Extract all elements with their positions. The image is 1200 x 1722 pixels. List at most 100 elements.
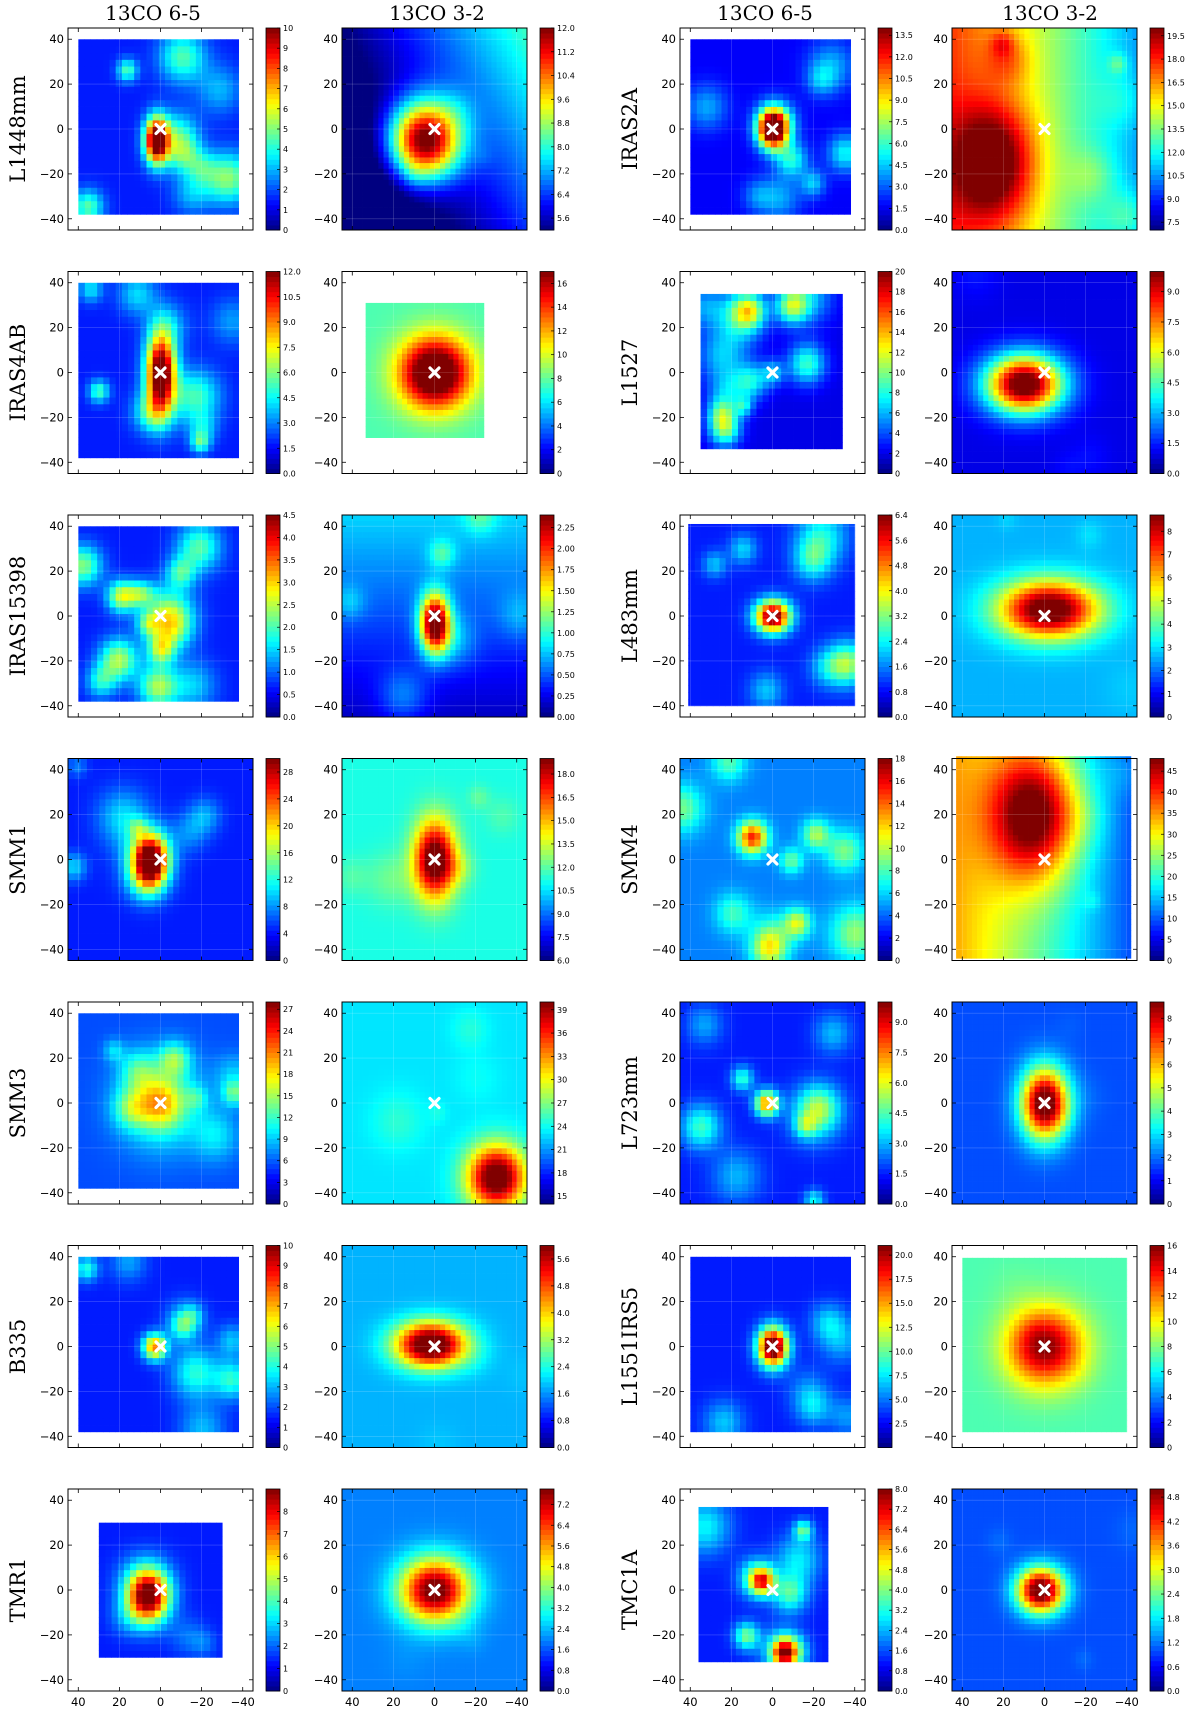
- colorbar-tick-label: 4: [283, 1597, 288, 1606]
- x-tick-label: 40: [345, 1695, 360, 1709]
- colorbar-tick-label: 0.25: [557, 692, 575, 701]
- colorbar-tick-label: 0.8: [557, 1417, 570, 1426]
- colorbar-tick-label: 18: [557, 1169, 567, 1178]
- colorbar-tick-label: 6: [557, 398, 562, 407]
- y-tick-label: 0: [669, 1340, 676, 1354]
- colorbar-tick-label: 7.5: [283, 343, 296, 352]
- y-tick-label: 40: [933, 1250, 948, 1264]
- colorbar-tick-label: 2.0: [283, 623, 296, 632]
- y-tick-label: 20: [933, 564, 948, 578]
- colorbar-tick-label: 7.5: [557, 933, 570, 942]
- colorbar-tick-label: 1.6: [895, 663, 908, 672]
- source-label: L1448mm: [6, 75, 30, 182]
- y-tick-label: −40: [652, 942, 676, 956]
- colorbar-tick-label: 0: [1167, 713, 1172, 722]
- colorbar-tick-label: 18.0: [557, 770, 575, 779]
- panel-iras2a-13co65: −40−2002040IRAS2A0.01.53.04.56.07.59.010…: [618, 28, 913, 235]
- colorbar-tick-label: 6.4: [895, 511, 908, 520]
- colorbar-tick-label: 8: [283, 1507, 288, 1516]
- y-tick-label: −20: [652, 1384, 676, 1398]
- y-tick-label: −20: [314, 410, 338, 424]
- colorbar-tick-label: 9.0: [895, 1018, 908, 1027]
- colorbar-tick-label: 10: [1167, 1317, 1177, 1326]
- y-tick-label: −40: [652, 1673, 676, 1687]
- colorbar: 0.00.81.62.43.24.04.85.66.4: [878, 511, 908, 722]
- colorbar-tick-label: 1.6: [557, 1390, 570, 1399]
- source-label: L483mm: [618, 569, 642, 663]
- source-label: L1551IRS5: [618, 1287, 642, 1406]
- y-tick-label: 40: [933, 763, 948, 777]
- colorbar-tick-label: 3.6: [1167, 1542, 1180, 1551]
- colorbar-tick-label: 5: [1167, 1084, 1172, 1093]
- colorbar-tick-label: 27: [283, 1005, 293, 1014]
- colorbar-tick-label: 16: [557, 279, 567, 288]
- colorbar-tick-label: 2.00: [557, 545, 575, 554]
- colorbar-tick-label: 9.0: [1167, 288, 1180, 297]
- colorbar-tick-label: 2: [1167, 1154, 1172, 1163]
- y-tick-label: 40: [933, 1006, 948, 1020]
- colorbar-tick-label: 14: [1167, 1267, 1177, 1276]
- x-tick-label: −40: [843, 1695, 867, 1709]
- colorbar-tick-label: 4.5: [895, 1109, 908, 1118]
- colorbar-tick-label: 24: [283, 795, 293, 804]
- colorbar-tick-label: 4: [895, 429, 900, 438]
- y-tick-label: 40: [661, 519, 676, 533]
- colorbar-tick-label: 0.0: [283, 713, 296, 722]
- colorbar-tick-label: 6.0: [283, 369, 296, 378]
- colorbar-tick-label: 1: [283, 1423, 288, 1432]
- colorbar-tick-label: 5: [1167, 935, 1172, 944]
- colorbar-tick-label: 5.6: [895, 1546, 908, 1555]
- colorbar-tick-label: 2: [283, 1642, 288, 1651]
- colorbar-tick-label: 5: [283, 1575, 288, 1584]
- colorbar-tick-label: 2.4: [895, 637, 908, 646]
- colorbar-tick-label: 1.5: [1167, 439, 1180, 448]
- y-tick-label: −40: [40, 455, 64, 469]
- colorbar: 5.66.47.28.08.89.610.411.212.0: [540, 24, 575, 231]
- colorbar-tick-label: 10: [895, 844, 905, 853]
- y-tick-label: −20: [924, 654, 948, 668]
- colorbar-tick-label: 5: [283, 125, 288, 134]
- colorbar-tick-label: 5.0: [895, 1395, 908, 1404]
- y-tick-label: −40: [314, 1186, 338, 1200]
- colorbar-tick-label: 0.8: [895, 688, 908, 697]
- x-tick-label: 20: [112, 1695, 127, 1709]
- colorbar-tick-label: 20: [895, 268, 905, 277]
- colorbar-tick-label: 12.0: [557, 863, 575, 872]
- colorbar-tick-label: 16.5: [1167, 78, 1185, 87]
- x-tick-label: −20: [801, 1695, 825, 1709]
- colorbar-tick-label: 16.5: [557, 793, 575, 802]
- colorbar-tick-label: 5.6: [557, 1255, 570, 1264]
- colorbar-tick-label: 3: [283, 1383, 288, 1392]
- y-tick-label: −40: [652, 455, 676, 469]
- colorbar-tick-label: 4: [895, 912, 900, 921]
- y-tick-label: 40: [49, 1006, 64, 1020]
- colorbar-tick-label: 21: [557, 1146, 567, 1155]
- panel-iras15398-13co65: −40−2002040IRAS153980.00.51.01.52.02.53.…: [6, 511, 296, 722]
- colorbar-tick-label: 0: [283, 957, 288, 966]
- colorbar-tick-label: 9.0: [283, 318, 296, 327]
- y-tick-label: −20: [652, 654, 676, 668]
- colorbar-tick-label: 12: [1167, 1292, 1177, 1301]
- y-tick-label: 20: [49, 1051, 64, 1065]
- colorbar-tick-label: 12: [557, 327, 567, 336]
- y-tick-label: 20: [49, 808, 64, 822]
- panel-iras4ab-13co65: −40−2002040IRAS4AB0.01.53.04.56.07.59.01…: [6, 268, 301, 479]
- x-tick-label: 20: [724, 1695, 739, 1709]
- y-tick-label: −20: [40, 1141, 64, 1155]
- colorbar-tick-label: 3: [1167, 1130, 1172, 1139]
- colorbar-tick-label: 13.5: [1167, 125, 1185, 134]
- colorbar-tick-label: 7.5: [895, 1371, 908, 1380]
- source-label: SMM4: [618, 824, 642, 895]
- colorbar: 2.55.07.510.012.515.017.520.0: [878, 1246, 913, 1449]
- y-tick-label: 40: [49, 276, 64, 290]
- colorbar-tick-label: 9.0: [895, 96, 908, 105]
- y-tick-label: 40: [661, 276, 676, 290]
- colorbar-tick-label: 2: [895, 934, 900, 943]
- source-label: TMC1A: [618, 1549, 642, 1630]
